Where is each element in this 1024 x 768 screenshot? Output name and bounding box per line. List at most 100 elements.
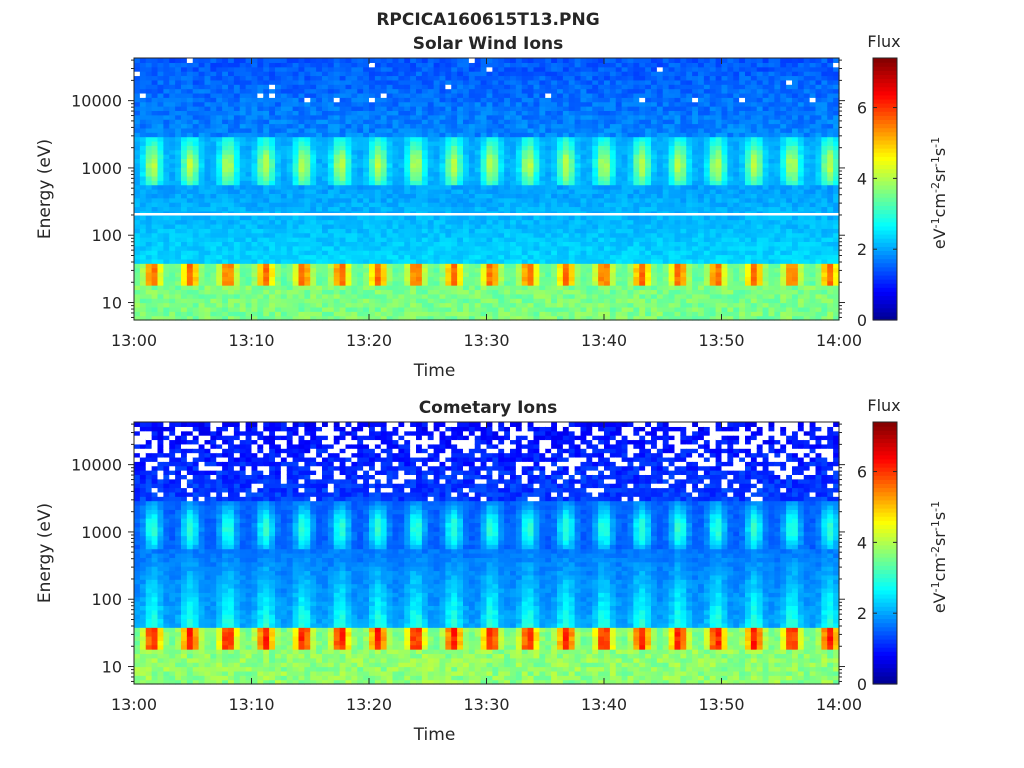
- heatmap-cell: [557, 149, 564, 155]
- heatmap-cell: [580, 71, 587, 77]
- heatmap-cell: [169, 232, 176, 238]
- heatmap-cell: [357, 84, 364, 90]
- heatmap-cell: [504, 285, 511, 291]
- heatmap-cell: [257, 110, 264, 116]
- heatmap-cell: [351, 162, 358, 168]
- heatmap-cell: [615, 127, 623, 133]
- heatmap-cell: [580, 189, 587, 194]
- heatmap-cell: [457, 241, 464, 247]
- heatmap-cell: [480, 285, 488, 291]
- heatmap-cell: [339, 119, 347, 125]
- heatmap-cell: [157, 215, 164, 221]
- heatmap-cell: [310, 154, 317, 160]
- heatmap-cell: [163, 293, 170, 299]
- heatmap-cell: [351, 237, 358, 242]
- heatmap-cell: [551, 167, 558, 173]
- heatmap-cell: [198, 254, 206, 260]
- heatmap-cell: [175, 258, 182, 264]
- heatmap-cell: [239, 158, 247, 164]
- heatmap-cell: [539, 263, 546, 269]
- heatmap-cell: [433, 58, 441, 63]
- heatmap-cell: [474, 79, 482, 85]
- heatmap-cell: [586, 315, 593, 321]
- heatmap-cell: [392, 79, 399, 85]
- heatmap-cell: [480, 106, 488, 111]
- heatmap-cell: [568, 132, 576, 138]
- heatmap-cell: [210, 75, 217, 81]
- heatmap-cell: [386, 241, 394, 247]
- heatmap-cell: [386, 75, 394, 81]
- heatmap-cell: [386, 254, 394, 260]
- heatmap-cell: [251, 71, 258, 77]
- heatmap-cell: [562, 97, 570, 103]
- heatmap-cell: [357, 66, 364, 72]
- heatmap-cell: [580, 289, 587, 295]
- heatmap-cell: [192, 79, 200, 85]
- heatmap-cell: [145, 114, 153, 120]
- heatmap-cell: [551, 154, 558, 160]
- heatmap-cell: [392, 315, 399, 321]
- heatmap-cell: [392, 149, 399, 155]
- heatmap-cell: [480, 197, 488, 203]
- heatmap-cell: [392, 62, 399, 68]
- heatmap-cell: [598, 311, 605, 317]
- heatmap-cell: [327, 66, 335, 72]
- heatmap-cell: [228, 140, 235, 146]
- heatmap-cell: [175, 123, 182, 129]
- heatmap-cell: [568, 289, 576, 295]
- heatmap-cell: [468, 302, 476, 308]
- heatmap-cell: [363, 232, 370, 238]
- heatmap-cell: [333, 197, 341, 203]
- heatmap-cell: [598, 245, 605, 251]
- heatmap-cell: [380, 132, 388, 138]
- heatmap-cell: [533, 175, 540, 181]
- heatmap-cell: [439, 110, 446, 116]
- heatmap-cell: [592, 219, 599, 225]
- heatmap-cell: [198, 197, 206, 203]
- heatmap-cell: [545, 293, 552, 299]
- heatmap-cell: [527, 58, 535, 63]
- heatmap-cell: [134, 228, 141, 234]
- heatmap-cell: [474, 71, 482, 77]
- heatmap-cell: [204, 92, 211, 98]
- heatmap-cell: [533, 298, 540, 304]
- heatmap-cell: [604, 149, 611, 155]
- heatmap-cell: [327, 285, 335, 291]
- heatmap-cell: [263, 79, 270, 85]
- heatmap-cell: [604, 110, 611, 116]
- heatmap-cell: [568, 315, 576, 321]
- heatmap-cell: [216, 228, 223, 234]
- heatmap-cell: [163, 154, 170, 160]
- heatmap-cell: [421, 114, 429, 120]
- heatmap-cell: [527, 311, 535, 317]
- heatmap-cell: [433, 184, 441, 190]
- heatmap-cell: [228, 71, 235, 77]
- heatmap-cell: [427, 171, 435, 177]
- heatmap-cell: [410, 276, 417, 282]
- heatmap-cell: [369, 202, 376, 208]
- heatmap-cell: [316, 92, 323, 98]
- heatmap-cell: [292, 171, 300, 177]
- heatmap-cell: [416, 250, 423, 256]
- heatmap-cell: [286, 119, 294, 125]
- heatmap-cell: [504, 132, 511, 138]
- heatmap-cell: [574, 306, 582, 312]
- heatmap-cell: [486, 250, 493, 256]
- heatmap-cell: [439, 66, 446, 72]
- heatmap-cell: [392, 140, 399, 146]
- heatmap-cell: [457, 280, 464, 286]
- heatmap-cell: [310, 298, 317, 304]
- heatmap-cell: [445, 276, 452, 282]
- heatmap-cell: [604, 263, 611, 269]
- heatmap-cell: [433, 311, 441, 317]
- heatmap-cell: [615, 110, 623, 116]
- heatmap-cell: [562, 197, 570, 203]
- heatmap-cell: [374, 250, 382, 256]
- heatmap-cell: [298, 145, 305, 151]
- heatmap-cell: [245, 140, 253, 146]
- heatmap-cell: [468, 119, 476, 125]
- heatmap-cell: [345, 250, 352, 256]
- heatmap-cell: [216, 263, 223, 269]
- heatmap-cell: [463, 167, 470, 173]
- heatmap-cell: [586, 280, 593, 286]
